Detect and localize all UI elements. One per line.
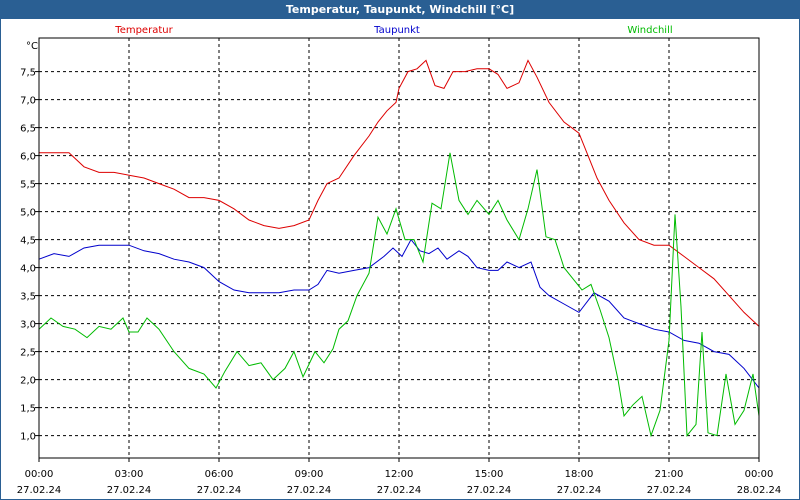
x-tick-time-label: 12:00: [385, 469, 414, 480]
y-tick-label: 1,5: [20, 404, 36, 415]
y-tick-label: 7,5: [20, 68, 36, 79]
chart-title: Temperatur, Taupunkt, Windchill [°C]: [1, 1, 799, 19]
y-tick-label: 1,0: [20, 432, 36, 443]
x-tick-date-label: 27.02.24: [17, 485, 62, 496]
legend-entry-windchill: Windchill: [627, 25, 672, 36]
plot-frame: [38, 37, 760, 459]
y-tick-label: 6,0: [20, 152, 36, 163]
y-tick-label: 2,0: [20, 376, 36, 387]
x-tick-time-label: 15:00: [475, 469, 504, 480]
x-tick-time-label: 18:00: [565, 469, 594, 480]
y-tick-label: 6,5: [20, 124, 36, 135]
x-tick-date-label: 27.02.24: [467, 485, 512, 496]
x-tick-date-label: 27.02.24: [647, 485, 692, 496]
y-tick-label: 3,0: [20, 320, 36, 331]
x-tick-date-label: 27.02.24: [377, 485, 422, 496]
x-tick-time-label: 00:00: [745, 469, 774, 480]
series-line-windchill: [38, 152, 760, 438]
series-line-taupunkt: [38, 238, 760, 389]
x-tick-date-label: 27.02.24: [107, 485, 152, 496]
x-tick-date-label: 28.02.24: [737, 485, 782, 496]
y-tick-label: 4,5: [20, 236, 36, 247]
y-tick-label: 5,5: [20, 180, 36, 191]
legend-entry-temperatur: Temperatur: [114, 25, 173, 36]
y-tick-label: 3,5: [20, 292, 36, 303]
y-tick-label: 5,0: [20, 208, 36, 219]
x-tick-time-label: 03:00: [115, 469, 144, 480]
series-line-temperatur: [39, 59, 760, 327]
x-tick-time-label: 21:00: [655, 469, 684, 480]
y-tick-label: 7,0: [20, 96, 36, 107]
x-tick-time-label: 09:00: [295, 469, 324, 480]
x-tick-time-label: 06:00: [205, 469, 234, 480]
x-tick-time-label: 00:00: [25, 469, 54, 480]
y-tick-label: 2,5: [20, 348, 36, 359]
y-axis-unit-label: °C: [26, 41, 38, 52]
y-tick-label: 4,0: [20, 264, 36, 275]
x-tick-date-label: 27.02.24: [197, 485, 242, 496]
x-tick-date-label: 27.02.24: [287, 485, 332, 496]
legend-entry-taupunkt: Taupunkt: [373, 25, 420, 36]
x-tick-date-label: 27.02.24: [557, 485, 602, 496]
